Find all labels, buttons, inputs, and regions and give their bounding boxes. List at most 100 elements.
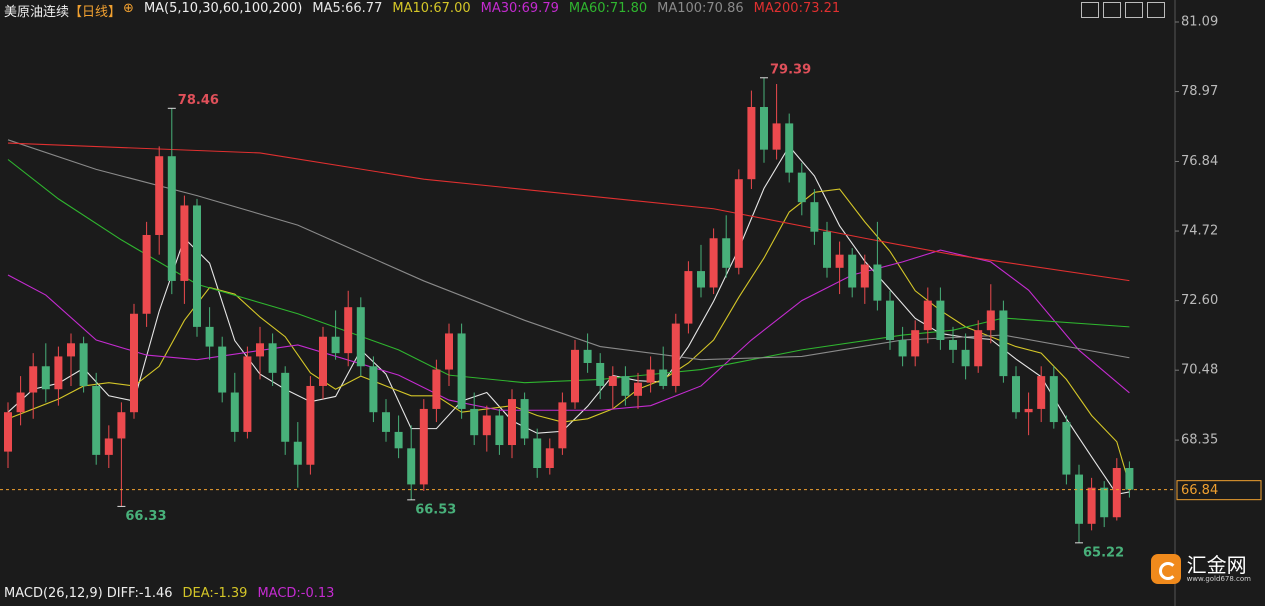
candle-body	[961, 349, 970, 367]
candle-body	[911, 330, 920, 357]
candle-body	[797, 172, 806, 203]
toolbar	[1081, 2, 1165, 18]
candle-body	[117, 412, 126, 439]
candle-body	[785, 123, 794, 173]
candle-body	[205, 326, 214, 347]
instrument: 美原油连续	[4, 5, 70, 20]
candle-body	[835, 254, 844, 268]
ma-line	[7, 249, 1130, 411]
candle-body	[495, 415, 504, 446]
candle-body	[734, 179, 743, 268]
legend-entry: MA10:67.00	[392, 1, 471, 16]
candle-body	[646, 369, 655, 383]
macd-value: MACD:-0.13	[257, 586, 335, 601]
candle-body	[848, 254, 857, 288]
candle-body	[1075, 474, 1083, 524]
candle-body	[256, 343, 264, 357]
candle-body	[193, 205, 201, 327]
watermark: 汇金网 www.gold678.com	[1150, 553, 1251, 584]
candle-body	[344, 307, 353, 354]
candle-body	[860, 264, 869, 288]
ma-line	[7, 159, 1130, 384]
candle-body	[898, 340, 907, 357]
y-tick-label: 70.48	[1181, 363, 1218, 378]
y-tick-label: 78.97	[1181, 84, 1218, 99]
tool-button[interactable]	[1081, 2, 1099, 18]
icon[interactable]: ⊕	[123, 1, 134, 16]
low-label: 66.33	[125, 509, 166, 524]
header: 美原油连续 【日线】 ⊕ MA(5,10,30,60,100,200) MA5:…	[4, 1, 840, 20]
candle-body	[54, 356, 63, 390]
candle-body	[508, 399, 516, 446]
candle-body	[104, 438, 113, 455]
logo-name: 汇金网	[1186, 553, 1247, 577]
candle-body	[1112, 468, 1121, 518]
candle-body	[331, 336, 340, 354]
candle-body	[709, 238, 718, 288]
candle-body	[79, 343, 88, 386]
candle-body	[571, 349, 579, 403]
candle-body	[319, 336, 327, 386]
candle-body	[230, 392, 239, 432]
candle-body	[369, 366, 378, 413]
y-tick-label: 74.72	[1181, 224, 1218, 239]
tool-button[interactable]	[1125, 2, 1143, 18]
ma-line	[7, 142, 1130, 282]
candle-body	[533, 438, 542, 469]
candle-body	[432, 369, 441, 409]
candle-body	[419, 408, 428, 485]
candle-body	[558, 402, 567, 449]
candle-body	[722, 238, 731, 268]
candle-body	[92, 385, 101, 455]
candle-body	[382, 412, 390, 432]
candle-body	[671, 323, 680, 386]
candle-body	[41, 366, 50, 390]
legend-entry: MA60:71.80	[568, 1, 648, 16]
macd-diff: DIFF:-1.46	[106, 586, 173, 601]
candle-body	[243, 356, 252, 432]
candle-body	[180, 205, 189, 281]
ma-line	[7, 145, 1130, 495]
candle-body	[659, 369, 668, 386]
candle-body	[1049, 376, 1058, 423]
y-tick-label: 68.35	[1181, 433, 1218, 448]
candle-body	[684, 271, 693, 324]
candle-body	[142, 234, 151, 314]
candle-body	[697, 271, 705, 288]
candle-body	[218, 346, 227, 393]
candle-body	[407, 448, 416, 485]
candle-body	[155, 156, 164, 235]
candle-body	[823, 231, 831, 268]
candle-body	[130, 313, 138, 413]
candle-body	[268, 343, 277, 373]
candle-body	[810, 202, 819, 232]
candle-body	[545, 448, 554, 469]
candle-body	[936, 300, 945, 341]
candle-body	[4, 412, 12, 452]
legend-entry: MA30:69.79	[480, 1, 559, 16]
high-label: 78.46	[178, 93, 219, 108]
candle-body	[1125, 468, 1134, 490]
last-price-box	[1176, 480, 1262, 501]
period: 【日线】	[69, 5, 122, 20]
logo-icon	[1150, 554, 1181, 584]
low-label: 66.53	[415, 502, 456, 517]
candle-body	[621, 376, 630, 396]
candle-body	[293, 441, 302, 465]
candle-body	[470, 408, 479, 436]
legend-entry: MA100:70.86	[657, 1, 744, 16]
candle-body	[1100, 487, 1109, 518]
candle-body	[886, 300, 894, 341]
candle-body	[16, 392, 25, 413]
candle-body	[974, 330, 983, 367]
candle-body	[67, 343, 75, 357]
y-tick-label: 76.84	[1181, 154, 1218, 169]
candle-body	[306, 385, 315, 465]
candle-body	[596, 362, 605, 386]
candle-body	[923, 300, 932, 331]
candle-body	[29, 366, 38, 393]
tool-button[interactable]	[1103, 2, 1121, 18]
tool-button[interactable]	[1147, 2, 1165, 18]
